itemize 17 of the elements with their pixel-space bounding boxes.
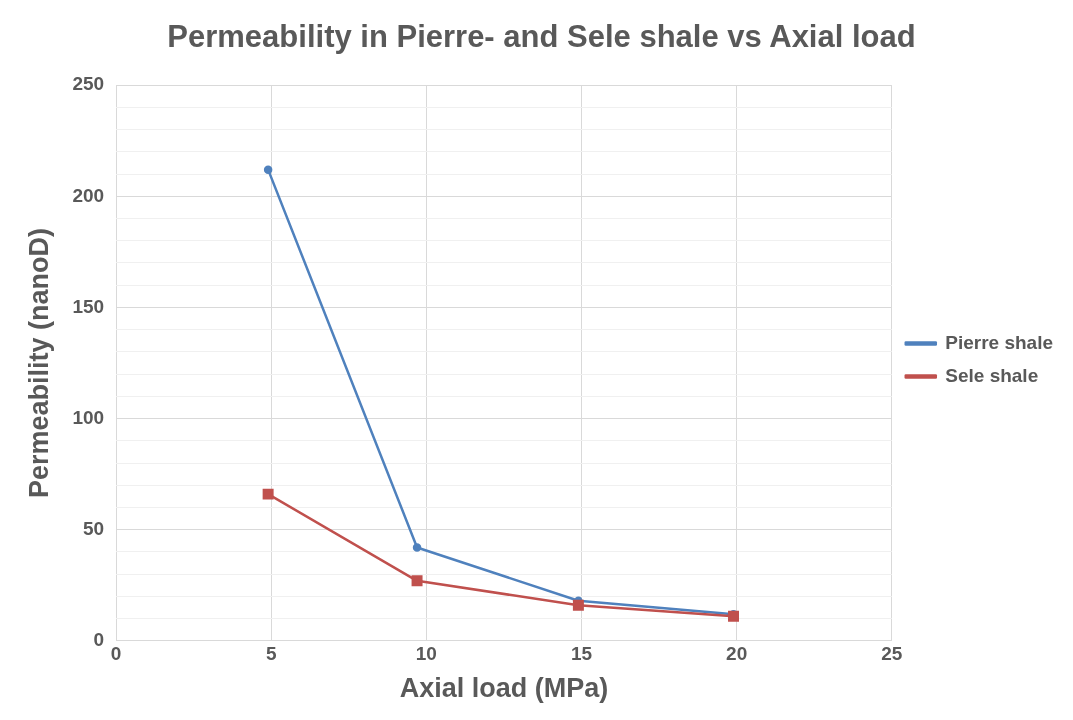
x-tick-label: 0 xyxy=(110,643,122,665)
legend-label: Sele shale xyxy=(945,364,1039,386)
y-axis-title: Permeability (nanoD) xyxy=(23,227,54,499)
x-axis-title: Axial load (MPa) xyxy=(399,673,609,704)
y-tick-label: 150 xyxy=(72,295,105,317)
y-tick-label: 100 xyxy=(72,406,105,428)
x-tick-label: 10 xyxy=(415,643,437,665)
y-tick-label: 250 xyxy=(72,73,105,95)
y-tick-label: 200 xyxy=(72,184,105,206)
x-tick-label: 20 xyxy=(726,643,748,665)
x-tick-label: 25 xyxy=(881,643,903,665)
y-tick-label: 0 xyxy=(93,629,105,651)
chart-title: Permeability in Pierre- and Sele shale vs Axial load xyxy=(167,19,916,55)
y-tick-label: 50 xyxy=(82,517,105,539)
legend-label: Pierre shale xyxy=(945,331,1054,353)
x-tick-label: 15 xyxy=(570,643,593,665)
x-tick-label: 5 xyxy=(265,643,277,665)
